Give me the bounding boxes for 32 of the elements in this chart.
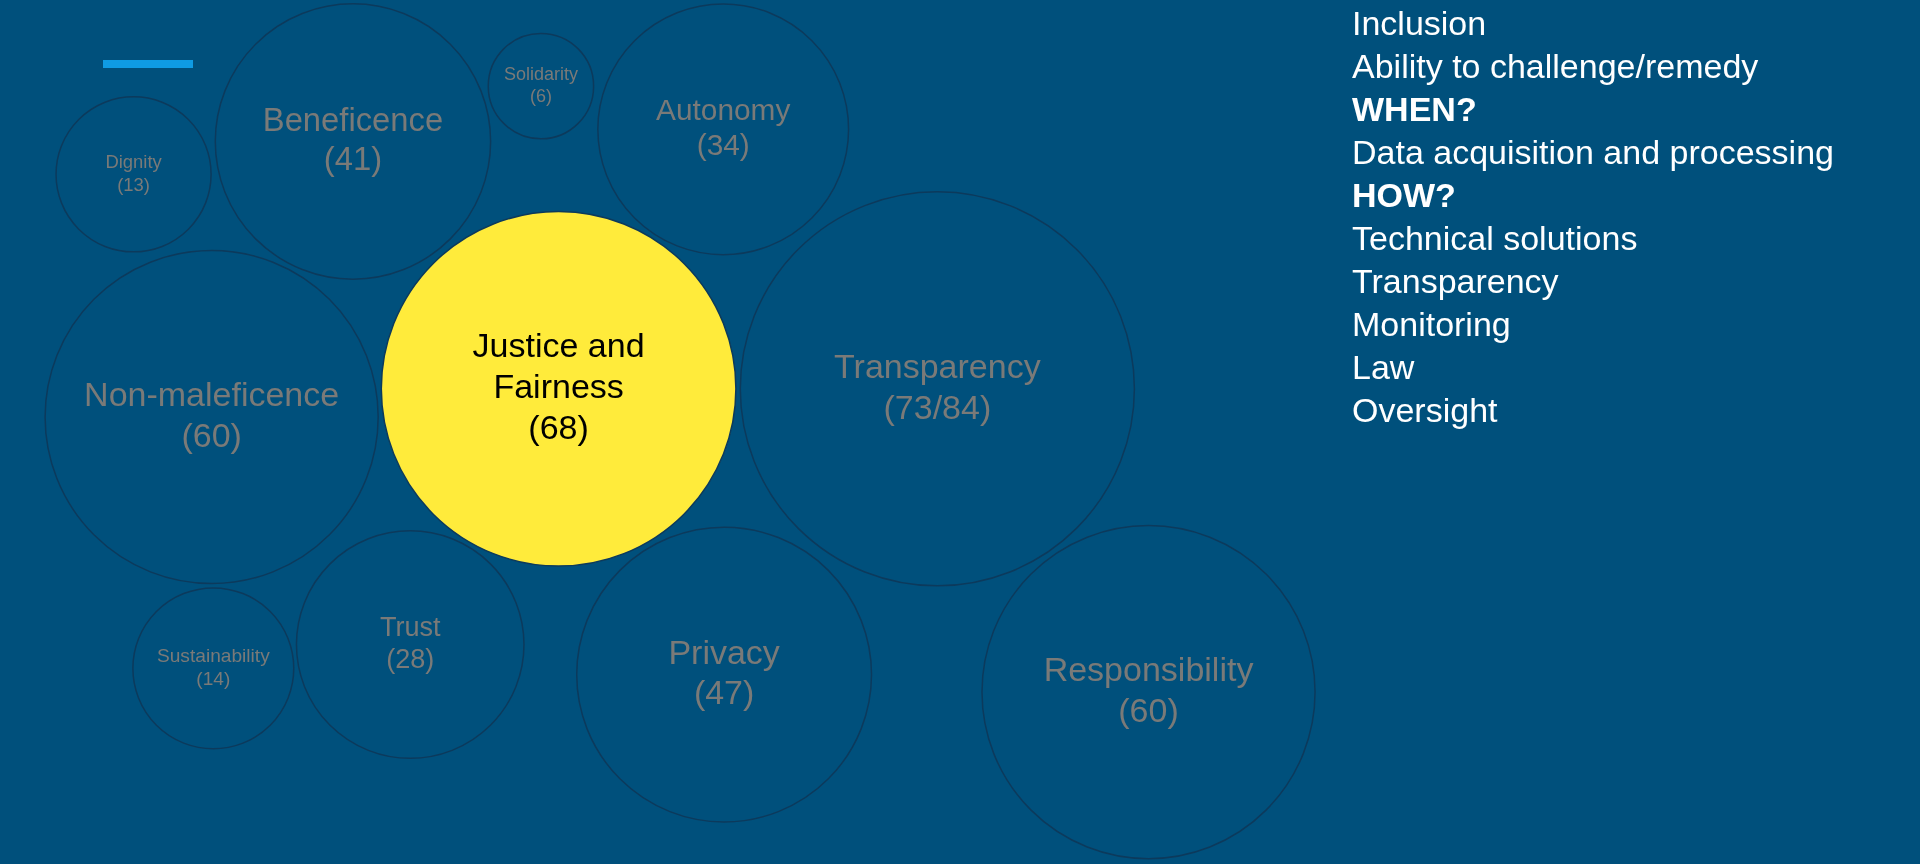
data-label: (34)	[696, 128, 750, 162]
text: Ability to challenge/remedy	[1352, 46, 1760, 87]
data-label: (28)	[386, 643, 435, 675]
category-label: Non-maleficence	[84, 375, 340, 413]
data-label: (6)	[529, 85, 552, 106]
data-label: (60)	[1118, 690, 1179, 729]
text: Data acquisition and processing	[1352, 132, 1834, 173]
category-label: Privacy	[668, 632, 780, 671]
category-label: Trust	[379, 610, 442, 642]
data-label: (47)	[693, 673, 755, 712]
data-label: (13)	[117, 173, 150, 195]
text: WHEN?	[1352, 89, 1478, 130]
data-label: (68)	[528, 407, 589, 446]
category-label: Solidarity	[503, 64, 578, 85]
data-label: (60)	[181, 415, 242, 454]
category-label: Responsibility	[1043, 650, 1254, 689]
category-label: Transparency	[834, 346, 1041, 385]
text: Inclusion	[1352, 3, 1488, 44]
text: Law	[1352, 347, 1416, 388]
text: Transparency	[1352, 261, 1560, 302]
category-label: Beneficence	[262, 100, 444, 138]
text: Oversight	[1352, 390, 1499, 431]
data-label: (14)	[196, 668, 231, 690]
text: HOW?	[1352, 175, 1457, 216]
text: Technical solutions	[1352, 218, 1639, 259]
data-label: (41)	[323, 140, 383, 178]
category-label: Autonomy	[656, 92, 791, 126]
category-label: Dignity	[105, 151, 163, 173]
text: Monitoring	[1352, 304, 1512, 345]
category-label: Sustainability	[156, 645, 271, 667]
data-label: (73/84)	[883, 387, 992, 426]
category-label: Justice and Fairness	[472, 326, 645, 406]
